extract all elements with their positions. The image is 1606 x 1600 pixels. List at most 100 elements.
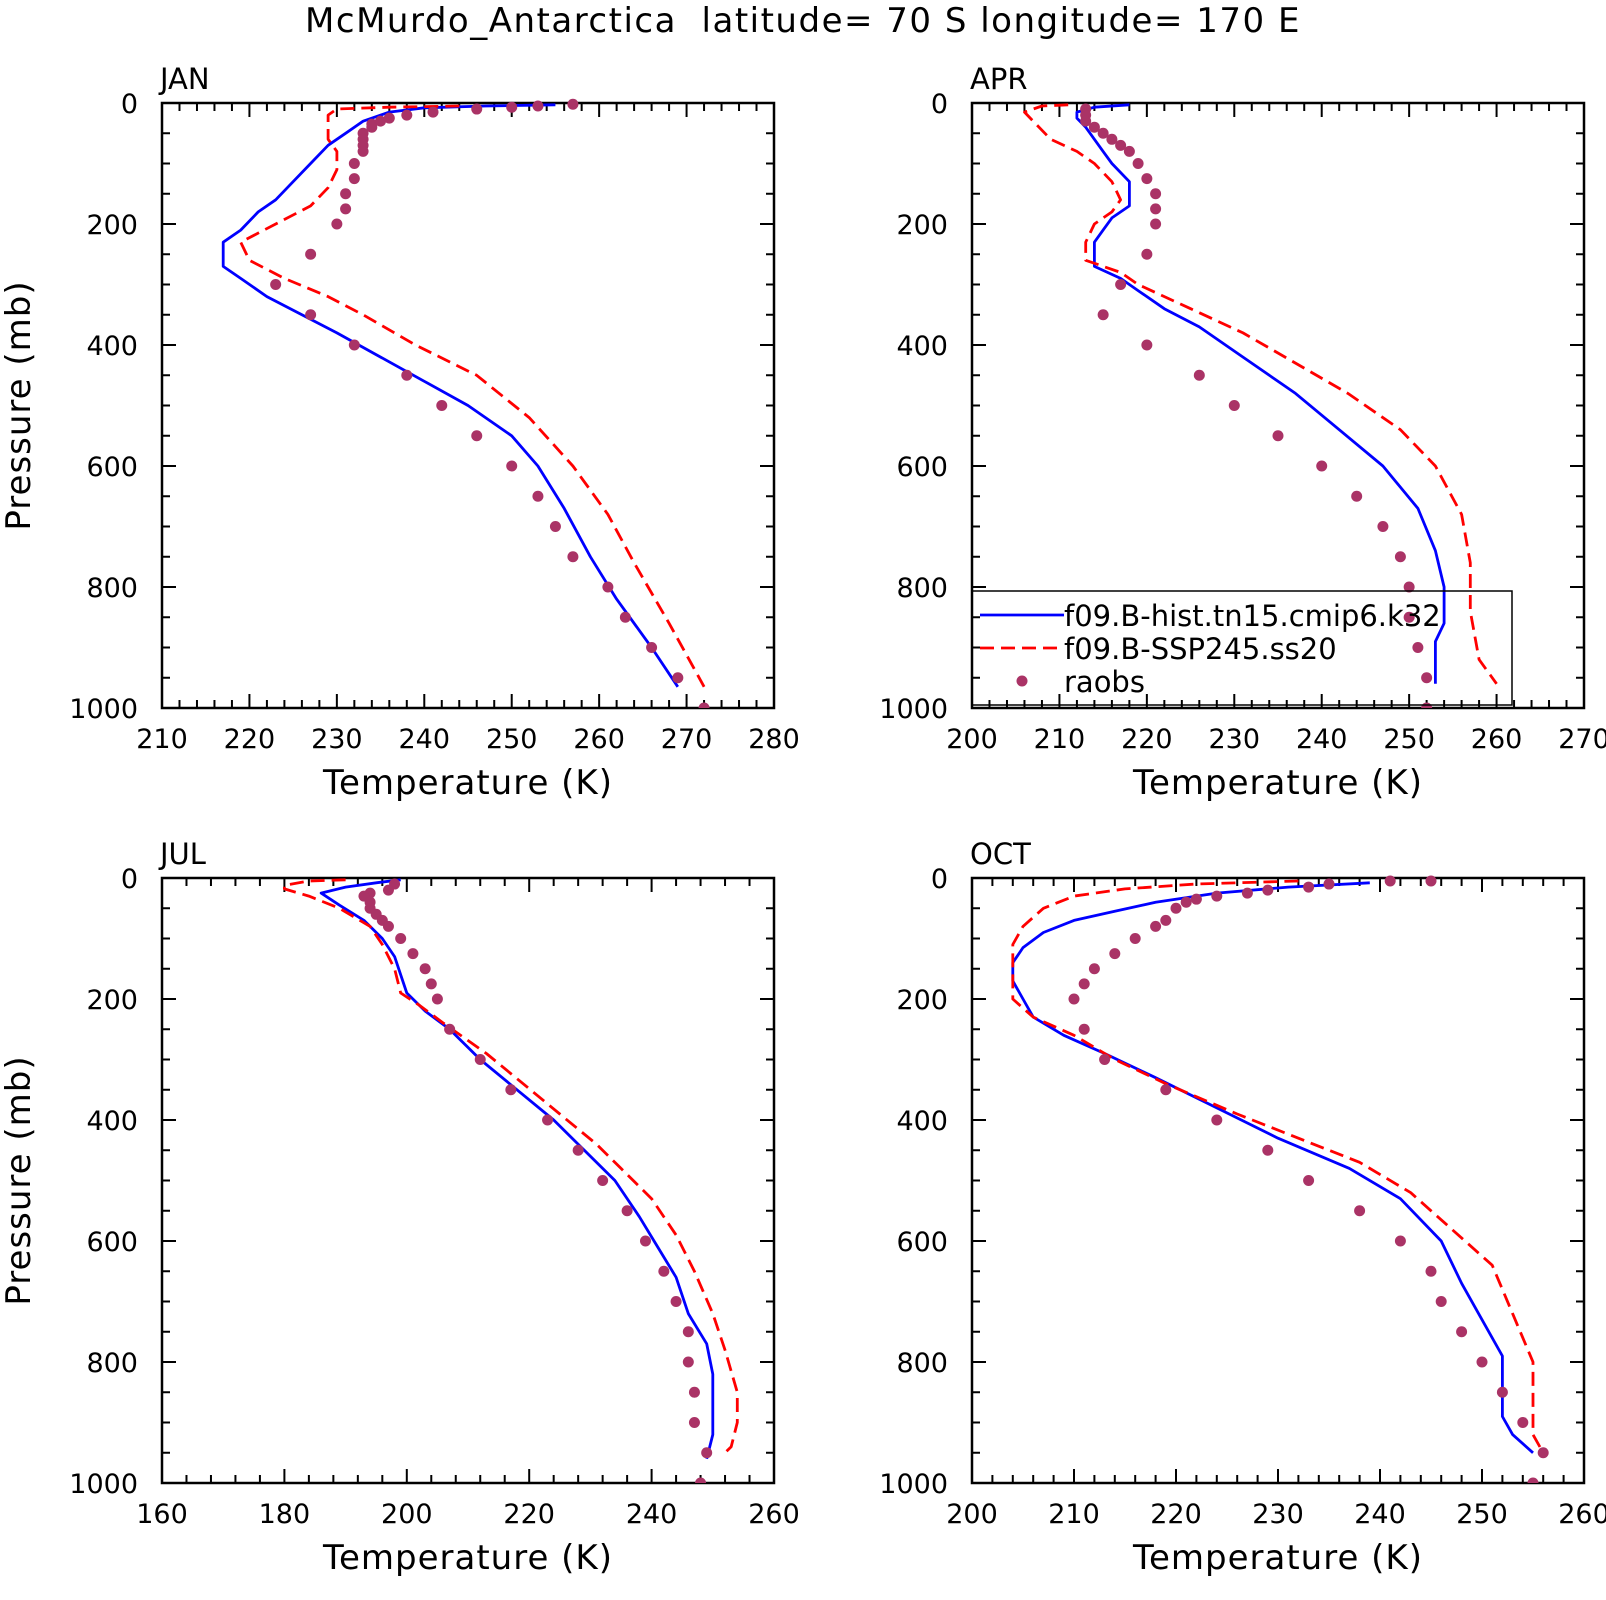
y-tick-label: 400	[86, 1106, 138, 1137]
plot-frame	[970, 876, 1586, 1485]
raobs-point	[1228, 400, 1240, 411]
x-tick-label: 200	[946, 724, 998, 755]
figure-title: McMurdo_Antarctica latitude= 70 S longit…	[305, 1, 1301, 41]
x-tick-label: 230	[311, 724, 363, 755]
x-tick-label: 220	[224, 724, 276, 755]
y-axis-label: Pressure (mb)	[0, 1055, 39, 1305]
raobs-point	[1517, 1417, 1529, 1428]
x-axis-label: Temperature (K)	[322, 1538, 613, 1578]
raobs-point	[1403, 611, 1415, 623]
raobs-point	[340, 203, 352, 215]
x-tick-label: 250	[1383, 724, 1435, 755]
raobs-point	[1115, 279, 1127, 290]
raobs-point	[646, 642, 658, 653]
series-group	[221, 98, 710, 708]
raobs-point	[1150, 920, 1162, 932]
raobs-point	[1150, 218, 1162, 230]
raobs-point	[658, 1265, 670, 1277]
y-tick-label: 1000	[69, 694, 138, 725]
panel-apr: 200 210 220 230 240 250 260 270 0 200 400 600 800 100…	[879, 62, 1606, 803]
legend-item: f09.B-SSP245.ss20	[980, 632, 1337, 666]
series-line-ssp245	[1011, 879, 1545, 1454]
raobs-point	[425, 978, 437, 990]
x-tick-label: 240	[1354, 1499, 1406, 1530]
x-tick-label: 160	[136, 1499, 188, 1530]
plot-frame	[160, 876, 776, 1485]
legend-box	[971, 590, 1513, 706]
raobs-point	[382, 920, 394, 932]
raobs-point	[672, 672, 684, 684]
raobs-point	[682, 1326, 694, 1338]
x-tick-label: 210	[136, 724, 188, 755]
legend: f09.B-hist.tn15.cmip6.k32f09.B-SSP245.ss…	[971, 590, 1513, 706]
raobs-point	[427, 106, 439, 118]
series-line-ssp245	[239, 104, 706, 688]
raobs-point	[670, 1296, 682, 1307]
raobs-point	[1193, 369, 1205, 381]
y-tick-label: 0	[121, 864, 138, 895]
series-group	[1011, 875, 1549, 1483]
raobs-point	[1496, 1386, 1508, 1398]
series-line-hist	[319, 878, 715, 1460]
raobs-point	[1476, 1356, 1488, 1368]
series-line-ssp245	[1023, 103, 1498, 685]
raobs-point	[1190, 893, 1202, 905]
raobs-point	[1354, 1205, 1366, 1217]
raobs-point	[1394, 551, 1406, 563]
raobs-point	[1527, 1477, 1539, 1483]
x-tick-label: 250	[486, 724, 538, 755]
x-tick-label: 280	[748, 724, 800, 755]
raobs-point	[1303, 881, 1315, 893]
y-tick-label: 1000	[69, 1469, 138, 1500]
x-tick-label: 270	[1558, 724, 1606, 755]
raobs-point	[505, 1084, 517, 1096]
raobs-point	[1141, 248, 1153, 260]
legend-label: f09.B-hist.tn15.cmip6.k32	[1064, 599, 1441, 633]
panel-jul: 160 180 200 220 240 260 0 200 400 600 800 1000 Tempe…	[0, 837, 800, 1578]
raobs-point	[1323, 878, 1335, 890]
raobs-point	[688, 1386, 700, 1398]
x-tick-label: 240	[399, 724, 451, 755]
raobs-point	[419, 963, 431, 975]
raobs-point	[1132, 158, 1144, 169]
y-tick-label: 800	[86, 1348, 138, 1379]
raobs-point	[401, 369, 413, 381]
series-raobs	[270, 98, 710, 708]
raobs-point	[1160, 914, 1172, 926]
y-tick-label: 800	[86, 573, 138, 604]
raobs-point	[305, 248, 317, 260]
raobs-point	[1141, 173, 1153, 185]
x-tick-label: 230	[1252, 1499, 1304, 1530]
raobs-point	[1160, 1084, 1172, 1096]
legend-item: raobs	[1016, 665, 1145, 699]
x-tick-label: 260	[573, 724, 625, 755]
raobs-point	[436, 400, 448, 411]
y-tick-label: 1000	[879, 1469, 948, 1500]
raobs-point	[1241, 887, 1253, 899]
series-line-hist	[1075, 103, 1446, 684]
raobs-point	[695, 1477, 707, 1483]
raobs-point	[1211, 890, 1223, 902]
raobs-point	[701, 1447, 713, 1459]
y-tick-label: 600	[86, 452, 138, 483]
x-tick-label: 180	[259, 1499, 311, 1530]
x-tick-label: 210	[1034, 724, 1086, 755]
raobs-point	[471, 430, 483, 442]
raobs-point	[1421, 672, 1433, 684]
legend-label: f09.B-SSP245.ss20	[1064, 632, 1337, 666]
series-raobs	[358, 878, 713, 1483]
raobs-point	[1384, 875, 1396, 887]
raobs-point	[1377, 521, 1389, 532]
y-tick-label: 600	[896, 1227, 948, 1258]
panels: 210 220 230 240 250 260 270 280 0 200 400 600 800 100…	[0, 62, 1606, 1578]
panel-title: JAN	[158, 62, 210, 96]
raobs-point	[1412, 642, 1424, 653]
raobs-point	[1150, 203, 1162, 215]
raobs-point	[1170, 902, 1182, 914]
x-tick-label: 260	[748, 1499, 800, 1530]
raobs-point	[688, 1417, 700, 1428]
raobs-point	[1180, 896, 1192, 908]
raobs-point	[532, 100, 544, 112]
raobs-point	[340, 188, 352, 200]
